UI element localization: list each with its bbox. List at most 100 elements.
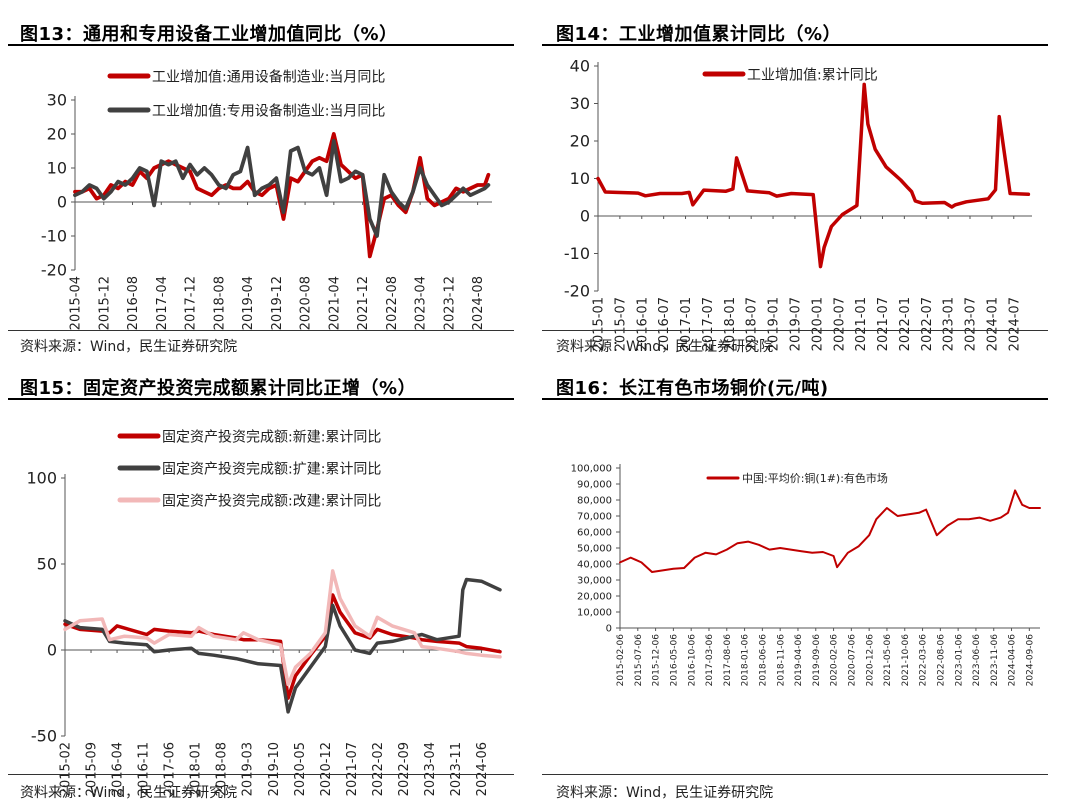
x-tick-label: 2019-04 xyxy=(241,276,256,330)
x-tick-label: 2015-02-06 xyxy=(616,634,626,687)
y-tick-label: 20,000 xyxy=(577,592,612,603)
x-tick-label: 2023-11 xyxy=(449,742,464,796)
x-tick-label: 2017-08-06 xyxy=(723,634,733,687)
legend-label: 工业增加值:通用设备制造业:当月同比 xyxy=(152,68,385,85)
x-tick-label: 2021-07 xyxy=(876,297,891,351)
x-tick-label: 2016-05-06 xyxy=(670,634,680,687)
x-tick-label: 2022-08-06 xyxy=(936,634,946,687)
x-tick-label: 2023-12 xyxy=(442,276,457,330)
y-tick-label: 100,000 xyxy=(571,464,612,475)
chart-title: 图15：固定资产投资完成额累计同比正增（%） xyxy=(20,378,417,399)
y-tick-label: 10,000 xyxy=(577,608,612,619)
y-tick-label: 0 xyxy=(606,624,612,635)
x-tick-label: 2019-01 xyxy=(767,297,782,351)
x-tick-label: 2023-01-06 xyxy=(954,634,964,687)
x-tick-label: 2021-07 xyxy=(345,742,360,796)
title-rule xyxy=(8,44,514,46)
chart-title: 图13：通用和专用设备工业增加值同比（%） xyxy=(20,24,398,45)
x-tick-label: 2024-01 xyxy=(985,297,1000,351)
x-tick-label: 2019-03 xyxy=(241,742,256,796)
x-tick-label: 2017-12 xyxy=(184,276,199,330)
series-line-2 xyxy=(73,138,491,238)
x-tick-label: 2024-08 xyxy=(471,276,486,330)
y-tick-label: 50 xyxy=(37,555,57,574)
x-tick-label: 2020-05 xyxy=(293,742,308,796)
x-tick-label: 2016-07 xyxy=(657,297,672,351)
y-tick-label: 10 xyxy=(570,169,590,188)
x-tick-label: 2016-11 xyxy=(137,742,152,796)
y-tick-label: 0 xyxy=(47,641,57,660)
x-tick-label: 2017-03-06 xyxy=(705,634,715,687)
x-tick-label: 2020-07 xyxy=(832,297,847,351)
y-tick-label: 20 xyxy=(47,125,67,144)
x-tick-label: 2020-12-06 xyxy=(865,634,875,687)
x-tick-label: 2022-09 xyxy=(397,742,412,796)
x-tick-label: 2018-01 xyxy=(189,742,204,796)
x-tick-label: 2018-01 xyxy=(723,297,738,351)
legend-label: 固定资产投资完成额:扩建:累计同比 xyxy=(162,461,381,477)
x-tick-label: 2015-12-06 xyxy=(652,634,662,687)
x-tick-label: 2023-07 xyxy=(964,297,979,351)
x-tick-label: 2024-04-06 xyxy=(1008,634,1018,687)
y-tick-label: -20 xyxy=(41,261,67,280)
x-tick-label: 2020-01 xyxy=(810,297,825,351)
y-tick-label: -50 xyxy=(31,727,57,746)
title-rule xyxy=(542,398,1048,400)
x-tick-label: 2020-08 xyxy=(299,276,314,330)
x-tick-label: 2022-03-06 xyxy=(919,634,929,687)
x-tick-label: 2018-07 xyxy=(745,297,760,351)
source-rule xyxy=(542,774,1048,775)
x-tick-label: 2024-09-06 xyxy=(1025,634,1035,687)
x-tick-label: 2015-01 xyxy=(592,297,607,351)
legend-label: 工业增加值:累计同比 xyxy=(747,67,878,83)
series-line-3 xyxy=(63,569,502,687)
chart-title: 图16：长江有色市场铜价(元/吨) xyxy=(556,378,829,399)
y-tick-label: 90,000 xyxy=(577,480,612,491)
x-tick-label: 2019-07 xyxy=(788,297,803,351)
y-tick-label: 30,000 xyxy=(577,576,612,587)
legend-label: 固定资产投资完成额:新建:累计同比 xyxy=(162,429,381,445)
x-tick-label: 2019-10 xyxy=(267,742,282,796)
x-tick-label: 2021-01 xyxy=(854,297,869,351)
x-tick-label: 2021-05-06 xyxy=(883,634,893,687)
x-tick-label: 2016-04 xyxy=(111,742,126,796)
y-tick-label: -20 xyxy=(564,282,590,301)
x-tick-label: 2018-06-06 xyxy=(759,634,769,687)
x-tick-label: 2016-08 xyxy=(126,276,141,330)
x-tick-label: 2021-12 xyxy=(356,276,371,330)
x-tick-label: 2017-07 xyxy=(701,297,716,351)
y-tick-label: 0 xyxy=(57,193,67,212)
x-tick-label: 2019-04-06 xyxy=(794,634,804,687)
x-tick-label: 2024-06 xyxy=(475,742,490,796)
x-tick-label: 2020-12 xyxy=(319,742,334,796)
x-tick-label: 2023-04 xyxy=(414,276,429,330)
x-tick-label: 2019-12 xyxy=(270,276,285,330)
series-line-2 xyxy=(63,577,502,714)
x-tick-label: 2015-07 xyxy=(613,297,628,351)
x-tick-label: 2018-11-06 xyxy=(776,634,786,687)
x-tick-label: 2023-11-06 xyxy=(990,634,1000,687)
series-line-1 xyxy=(619,489,1041,573)
y-tick-label: -10 xyxy=(41,227,67,246)
series-line-1 xyxy=(596,82,1031,269)
source-note: 资料来源：Wind，民生证券研究院 xyxy=(556,785,774,801)
y-tick-label: 10 xyxy=(47,159,67,178)
x-tick-label: 2022-01 xyxy=(898,297,913,351)
legend-label: 固定资产投资完成额:改建:累计同比 xyxy=(162,493,381,509)
source-note: 资料来源：Wind，民生证券研究院 xyxy=(20,785,238,801)
source-rule xyxy=(8,774,514,775)
x-tick-label: 2017-01 xyxy=(679,297,694,351)
x-tick-label: 2021-10-06 xyxy=(901,634,911,687)
x-tick-label: 2016-10-06 xyxy=(687,634,697,687)
y-tick-label: 20 xyxy=(570,132,590,151)
x-tick-label: 2015-12 xyxy=(97,276,112,330)
y-tick-label: 30 xyxy=(570,94,590,113)
source-note: 资料来源：Wind，民生证券研究院 xyxy=(556,339,774,355)
title-rule xyxy=(8,398,514,400)
x-tick-label: 2023-04 xyxy=(423,742,438,796)
source-rule xyxy=(542,330,1048,331)
y-tick-label: 60,000 xyxy=(577,528,612,539)
